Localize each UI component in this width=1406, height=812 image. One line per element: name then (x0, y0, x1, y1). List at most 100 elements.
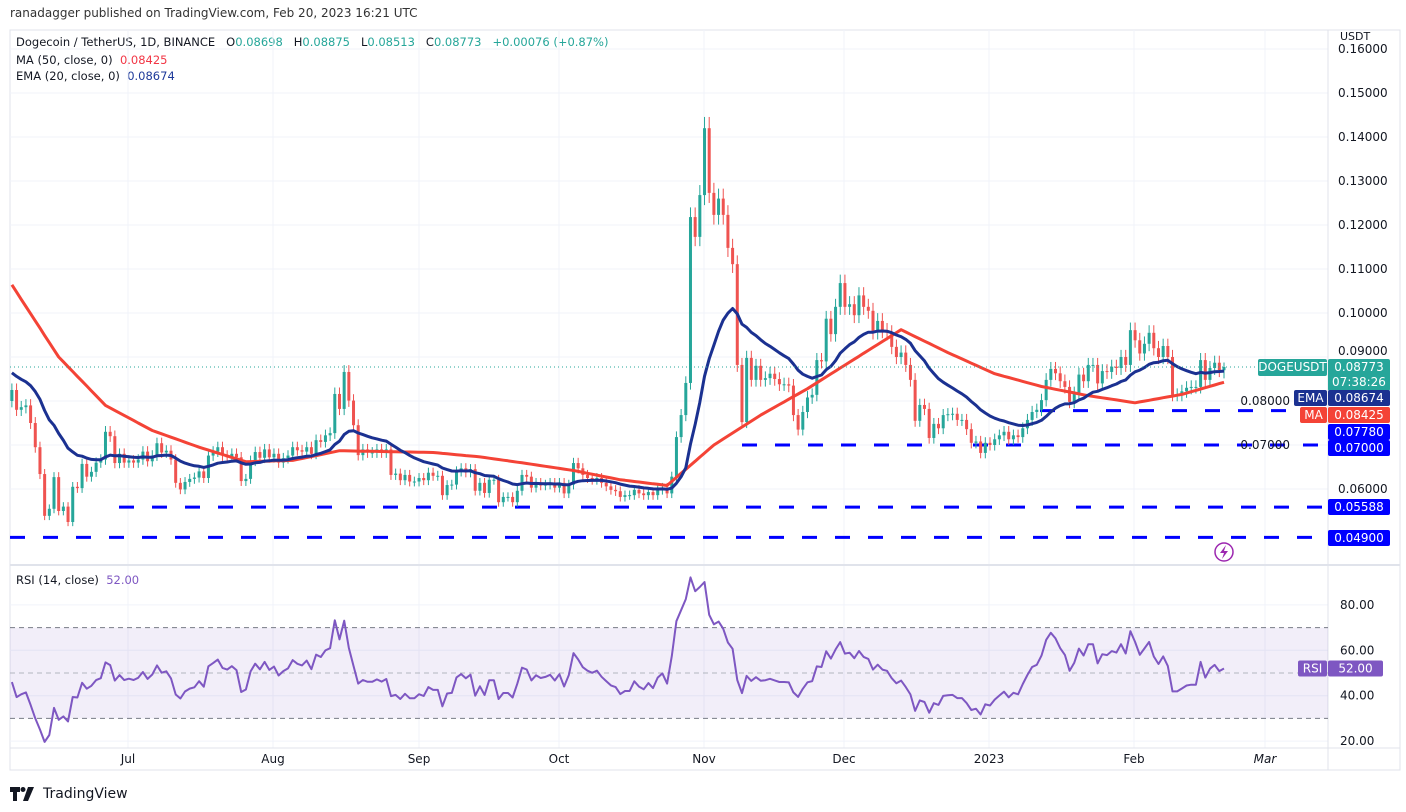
candle-body (1222, 366, 1226, 371)
candle-body (258, 452, 262, 458)
candle-body (249, 460, 253, 479)
candle-body (497, 479, 501, 503)
ma-value-badge[interactable]: 0.08425 (1328, 407, 1390, 423)
candle (726, 205, 730, 257)
candle-body (1016, 435, 1020, 438)
candle-body (487, 479, 491, 493)
candle (614, 485, 618, 496)
ema20-line[interactable] (10, 307, 1225, 491)
candle-body (955, 413, 959, 420)
ma-tag-badge-text: MA (1304, 408, 1323, 422)
candle (717, 188, 721, 225)
level-badge-bg (1328, 440, 1390, 456)
candle-body (632, 489, 636, 496)
candle (1124, 349, 1128, 372)
tradingview-brand[interactable]: TradingView (10, 786, 128, 802)
candle-body (291, 447, 295, 456)
level-badge[interactable]: 0.07780 (1328, 424, 1390, 440)
time-axis-label: Jul (120, 752, 135, 766)
candle-body (352, 400, 356, 426)
candle-body (197, 471, 201, 478)
candle-body (782, 384, 786, 386)
level-badge-bg (1328, 530, 1390, 546)
candle-body (1138, 340, 1142, 354)
level-badge[interactable]: 0.04900 (1328, 530, 1390, 546)
candle-body (670, 476, 674, 494)
candle-body (623, 495, 627, 497)
candle-body (295, 447, 299, 451)
candle (866, 298, 870, 319)
ma-legend-value: 0.08425 (119, 53, 168, 67)
candle (1049, 361, 1053, 387)
price-axis-tick: 0.09000 (1338, 344, 1388, 358)
candle (745, 350, 749, 429)
candle (834, 298, 838, 342)
price-axis-tick: 0.08000 (1240, 394, 1290, 408)
price-axis-tick: 0.10000 (1338, 306, 1388, 320)
candle (15, 383, 19, 416)
candle (483, 477, 487, 498)
candle (113, 430, 117, 469)
candle (628, 490, 632, 500)
candle (525, 469, 529, 482)
candle-body (852, 304, 856, 316)
rsi-tag-badge[interactable]: RSI (1298, 660, 1327, 677)
candle-body (403, 474, 407, 481)
rsi-value-badge[interactable]: 52.00 (1328, 660, 1383, 677)
level-badge-text: 0.05588 (1334, 500, 1384, 514)
ema-tag-badge[interactable]: EMA (1294, 390, 1327, 406)
candle-body (174, 459, 178, 483)
ema-legend[interactable]: EMA (20, close, 0) 0.08674 (16, 69, 175, 83)
candle-body (740, 364, 744, 423)
candle (768, 366, 772, 385)
candle (220, 441, 224, 461)
candle (1171, 349, 1175, 402)
open-label: O (226, 35, 236, 49)
lightning-icon[interactable] (1214, 542, 1234, 562)
ema-value-badge[interactable]: 0.08674 (1328, 390, 1390, 406)
ma50-line[interactable] (10, 283, 1225, 487)
candle (979, 435, 983, 459)
candle-body (333, 393, 337, 434)
candle (965, 413, 969, 435)
last-price-badge-bg (1328, 358, 1390, 391)
candle (951, 407, 955, 421)
candle-body (946, 414, 950, 416)
ma-legend[interactable]: MA (50, close, 0) 0.08425 (16, 53, 168, 67)
rsi-value-badge-text: 52.00 (1338, 661, 1372, 675)
candle-body (1217, 362, 1221, 371)
last-price-badge-subtext: 07:38:26 (1332, 375, 1386, 389)
candle (398, 468, 402, 486)
candle (277, 448, 281, 468)
symbol-legend: Dogecoin / TetherUS, 1D, BINANCE O0.0869… (16, 35, 608, 49)
candle (61, 502, 65, 516)
lightning-icon-circle (1214, 542, 1234, 562)
candle (352, 394, 356, 432)
candle-body (534, 482, 538, 488)
level-badge[interactable]: 0.05588 (1328, 499, 1390, 515)
symbol-badge[interactable]: DOGEUSDT (1258, 358, 1327, 376)
candle-body (1156, 348, 1160, 357)
price-pane[interactable] (10, 116, 1328, 539)
rsi-line[interactable] (10, 576, 1225, 743)
candle-body (899, 352, 903, 357)
high-value: 0.08875 (302, 35, 350, 49)
candle-body (305, 447, 309, 452)
candle-body (164, 450, 168, 453)
candle (922, 398, 926, 416)
candle (688, 207, 692, 390)
level-badge[interactable]: 0.07000 (1328, 440, 1390, 456)
symbol-badge-text: DOGEUSDT (1258, 360, 1327, 374)
rsi-legend[interactable]: RSI (14, close) 52.00 (16, 573, 139, 587)
candle (1086, 357, 1090, 388)
candle-body (43, 474, 47, 516)
candle (333, 387, 337, 439)
candle-body (370, 452, 374, 454)
candle (1203, 353, 1207, 387)
candle (983, 437, 987, 459)
ma-tag-badge[interactable]: MA (1300, 407, 1327, 423)
price-axis-tick: 0.06000 (1338, 482, 1388, 496)
candle-body (904, 352, 908, 365)
